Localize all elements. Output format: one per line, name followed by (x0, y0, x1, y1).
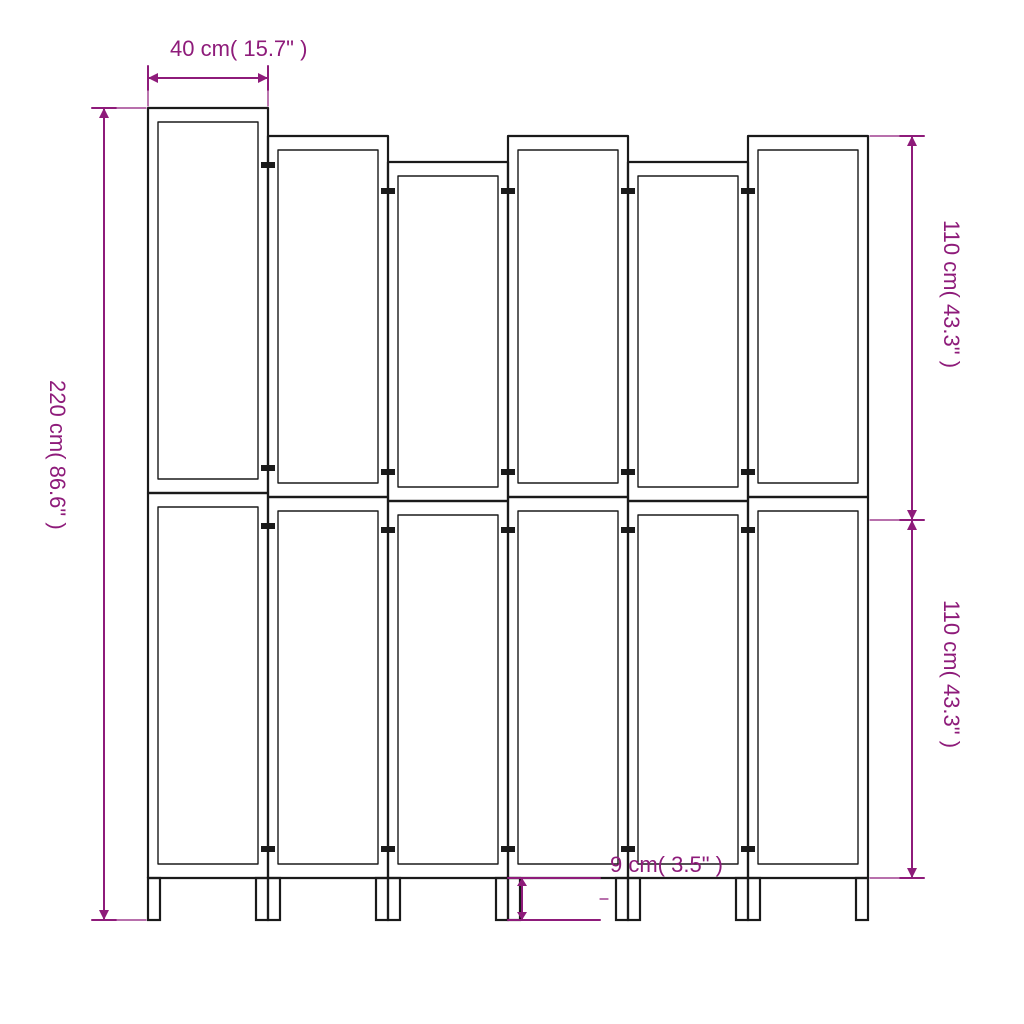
dim-upper-label: 110 cm( 43.3" ) (938, 220, 964, 368)
dim-lower-label: 110 cm( 43.3" ) (938, 600, 964, 748)
dim-height-label: 220 cm( 86.6" ) (44, 380, 70, 530)
dim-legs-label: 9 cm( 3.5" ) (610, 852, 723, 878)
diagram-stage: { "diagram": { "type": "technical-dimens… (0, 0, 1024, 1024)
drawing-svg (0, 0, 1024, 1024)
dim-width-label: 40 cm( 15.7" ) (170, 36, 307, 62)
